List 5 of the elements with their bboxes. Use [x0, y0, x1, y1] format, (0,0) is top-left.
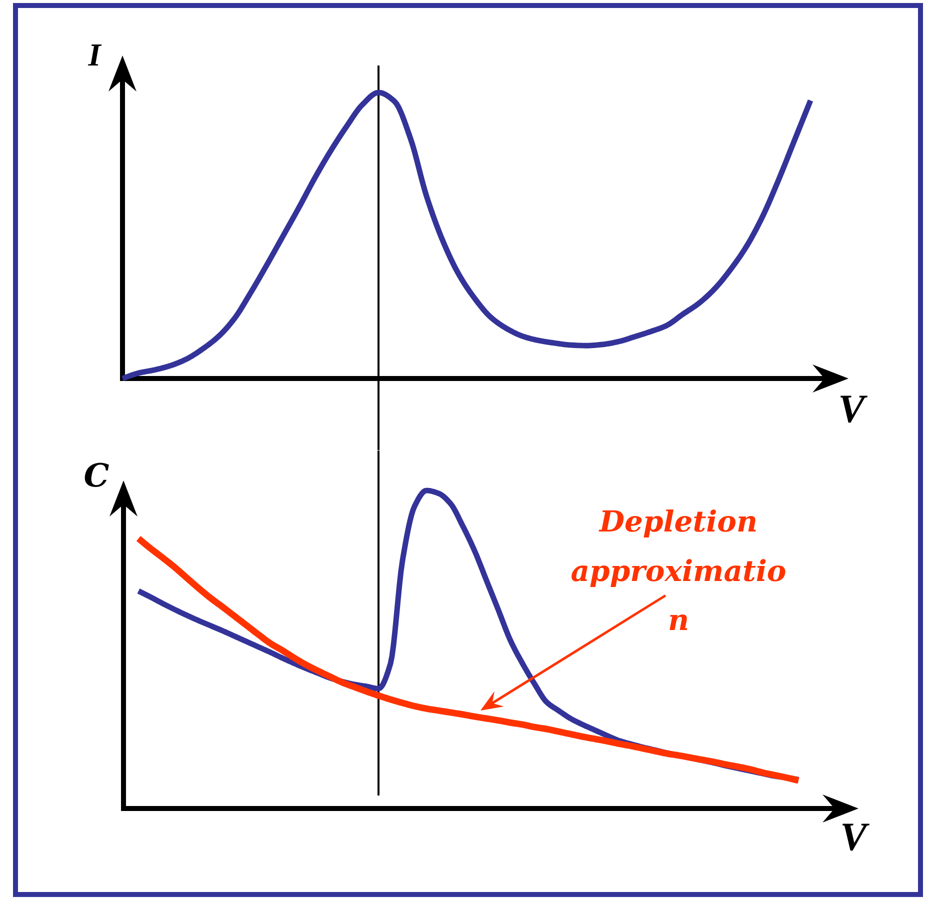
y-axis-title: C [84, 456, 110, 494]
text: Depletion approximatio n [570, 504, 786, 638]
x-axis-title: V [840, 814, 870, 859]
x-axis-title: V [838, 386, 868, 431]
y-axis-title: I [87, 36, 102, 72]
